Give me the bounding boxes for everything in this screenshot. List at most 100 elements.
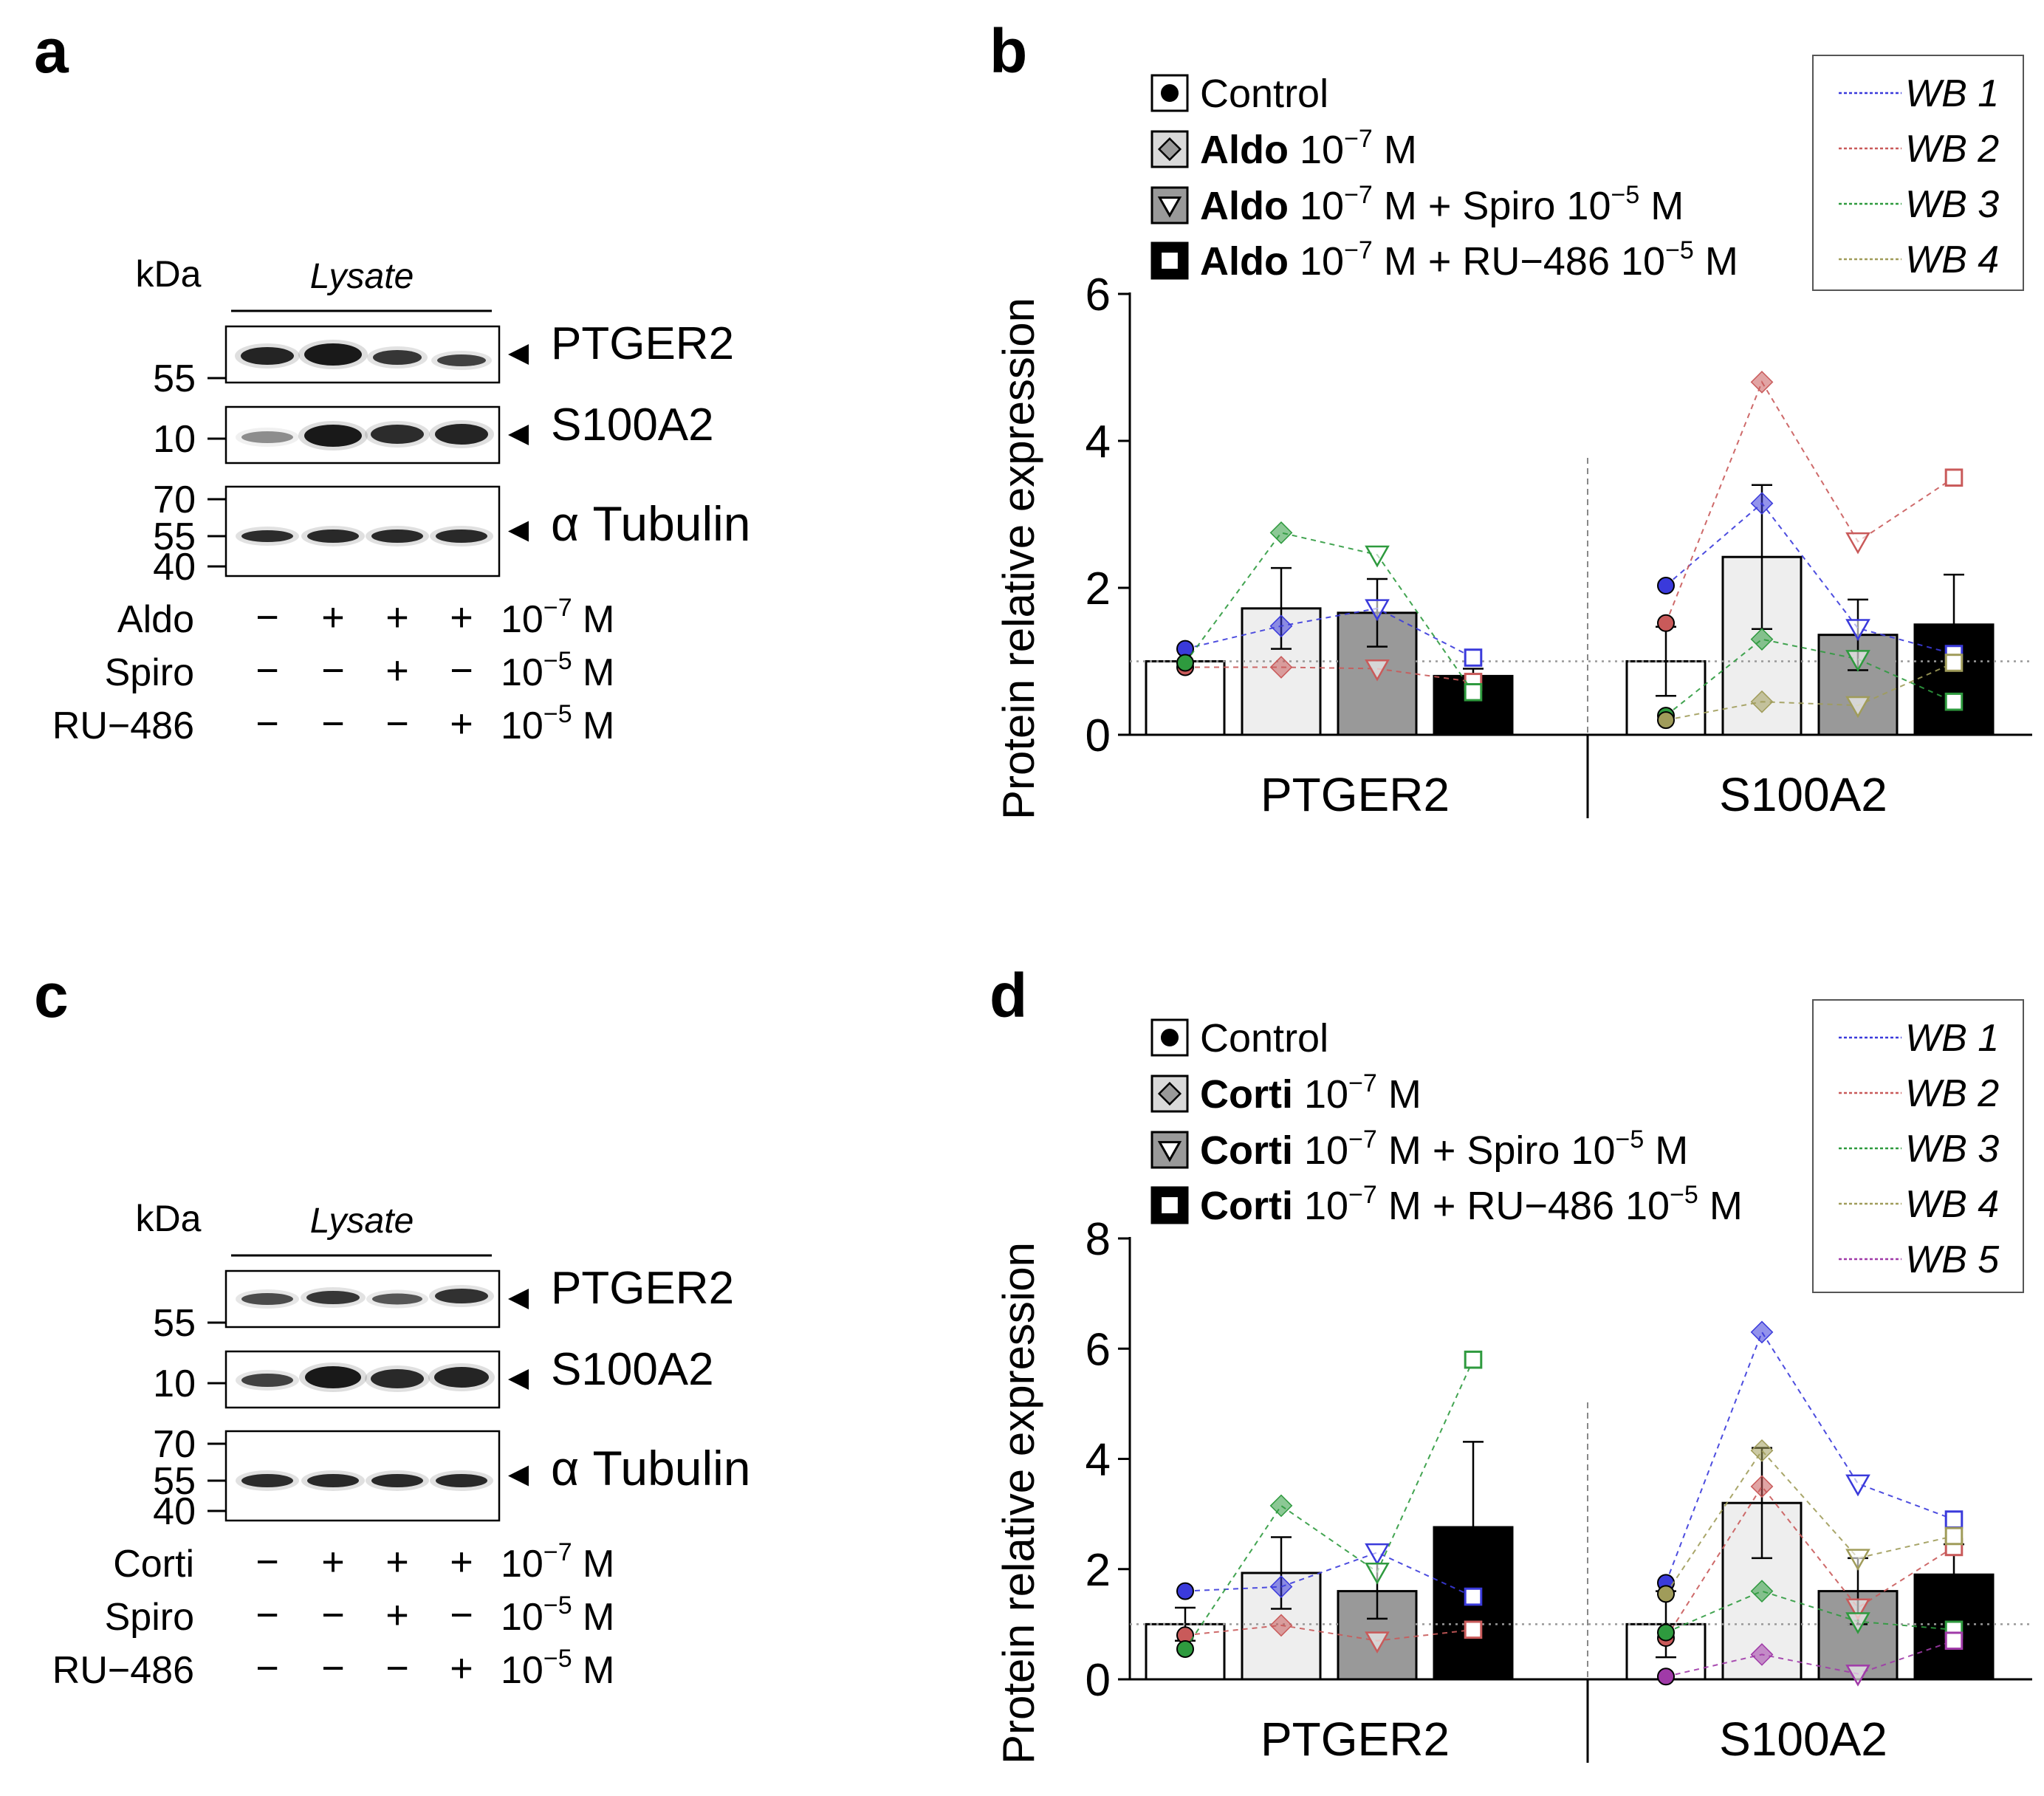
- band-arrow: [508, 344, 529, 365]
- kda-marker-label: 55: [153, 1302, 196, 1345]
- marker-circle: [1176, 654, 1194, 672]
- wb-legend-label: WB 2: [1905, 128, 1999, 171]
- blot-band: [241, 347, 294, 365]
- treatment-sign: +: [321, 595, 345, 640]
- treatment-sign: −: [450, 648, 473, 693]
- band-label: α Tubulin: [551, 496, 751, 551]
- marker-triangle: [1157, 196, 1182, 218]
- marker-square: [1944, 468, 1964, 487]
- marker-triangle: [1365, 1563, 1390, 1585]
- blot-band: [241, 431, 293, 443]
- marker-triangle: [1845, 1474, 1870, 1497]
- wb-line: [1665, 502, 1955, 655]
- blot-band: [241, 1293, 293, 1305]
- blot-band: [304, 425, 362, 447]
- marker-diamond: [1269, 656, 1293, 679]
- marker-square: [1162, 253, 1178, 269]
- y-tick-label: 8: [1086, 1214, 1111, 1265]
- marker-triangle: [1845, 650, 1870, 672]
- treatment-sign: +: [385, 1593, 409, 1637]
- group-label: S100A2: [1719, 1713, 1887, 1766]
- treatment-sign: +: [385, 1540, 409, 1584]
- marker-circle: [1176, 1639, 1194, 1658]
- treatment-label: Corti: [113, 1543, 194, 1586]
- marker-triangle: [1365, 1631, 1390, 1653]
- treatment-sign: −: [321, 1593, 345, 1637]
- kda-marker-label: 70: [153, 479, 196, 521]
- blot-band: [371, 1369, 424, 1388]
- treatment-concentration: 10−5 M: [501, 647, 614, 694]
- marker-square: [1464, 1587, 1483, 1606]
- treatment-sign: −: [256, 595, 279, 640]
- lysate-label: Lysate: [310, 257, 414, 296]
- marker-diamond: [1750, 690, 1774, 713]
- treatment-concentration: 10−5 M: [501, 1591, 614, 1639]
- band-arrow: [508, 425, 529, 445]
- marker-triangle: [1365, 545, 1390, 568]
- marker-diamond: [1750, 1320, 1774, 1344]
- blot-band-halo: [301, 526, 365, 546]
- blot-band-halo: [429, 420, 494, 448]
- marker-triangle: [1845, 532, 1870, 555]
- bar: [1913, 623, 1995, 736]
- legend-label: Corti 10−7 M + Spiro 10−5 M: [1200, 1125, 1688, 1173]
- wb-line: [1665, 662, 1955, 722]
- treatment-label: RU−486: [52, 1649, 194, 1692]
- treatment-sign: −: [321, 702, 345, 746]
- blot-band: [304, 343, 362, 366]
- kda-marker-label: 40: [153, 1490, 196, 1533]
- marker-diamond: [1157, 1081, 1182, 1106]
- wb-legend-label: WB 3: [1905, 183, 1999, 226]
- treatment-label: Spiro: [105, 1596, 194, 1639]
- legend-label: Aldo 10−7 M: [1200, 125, 1417, 172]
- marker-diamond: [1269, 1575, 1293, 1598]
- y-tick-label: 6: [1086, 1324, 1111, 1375]
- blot-band-halo: [235, 343, 300, 369]
- panel-letter-a: a: [34, 16, 69, 86]
- treatment-sign: +: [321, 1540, 345, 1584]
- treatment-sign: −: [321, 648, 345, 693]
- blot-band: [371, 1474, 423, 1487]
- band-label: S100A2: [551, 400, 714, 450]
- panel-letter-b: b: [990, 16, 1027, 86]
- treatment-concentration: 10−5 M: [501, 700, 614, 747]
- treatment-concentration: 10−7 M: [501, 1538, 614, 1586]
- marker-triangle: [1365, 659, 1390, 682]
- marker-triangle: [1845, 619, 1870, 641]
- marker-circle: [1176, 1582, 1194, 1600]
- wb-line: [1665, 1485, 1955, 1639]
- kda-marker-label: 40: [153, 546, 196, 589]
- blot-band-halo: [299, 1363, 367, 1392]
- marker-diamond: [1750, 628, 1774, 651]
- treatment-sign: −: [450, 1593, 473, 1637]
- blot-band-halo: [365, 421, 430, 448]
- y-tick-label: 2: [1086, 563, 1111, 614]
- blot-band-halo: [430, 1470, 493, 1491]
- marker-circle: [1657, 614, 1675, 632]
- blot-band: [241, 530, 293, 542]
- band-arrow: [508, 1369, 529, 1390]
- kda-marker-label: 55: [153, 1460, 196, 1503]
- blot-band: [437, 354, 486, 366]
- blot-band-halo: [431, 351, 492, 370]
- legend-swatch: [1150, 1186, 1189, 1224]
- band-label: PTGER2: [551, 318, 734, 369]
- legend-d: Control Corti 10−7 M Corti 10−7 M + Spiro …: [1150, 1016, 1743, 1228]
- wb-line: [1184, 1624, 1474, 1642]
- y-tick-label: 2: [1086, 1545, 1111, 1596]
- blot-band-halo: [428, 1363, 495, 1391]
- wb-line: [1185, 666, 1474, 683]
- treatment-sign: −: [256, 648, 279, 693]
- group-label: PTGER2: [1261, 768, 1450, 821]
- treatment-sign: −: [256, 1593, 279, 1637]
- marker-square: [1944, 1631, 1964, 1651]
- band-label: PTGER2: [551, 1263, 734, 1314]
- marker-diamond: [1750, 1475, 1774, 1498]
- treatment-sign: +: [450, 1646, 473, 1690]
- blot-band: [372, 1293, 422, 1305]
- marker-circle: [1657, 1668, 1675, 1686]
- marker-square: [1944, 1526, 1964, 1546]
- blot-band-halo: [301, 1287, 366, 1308]
